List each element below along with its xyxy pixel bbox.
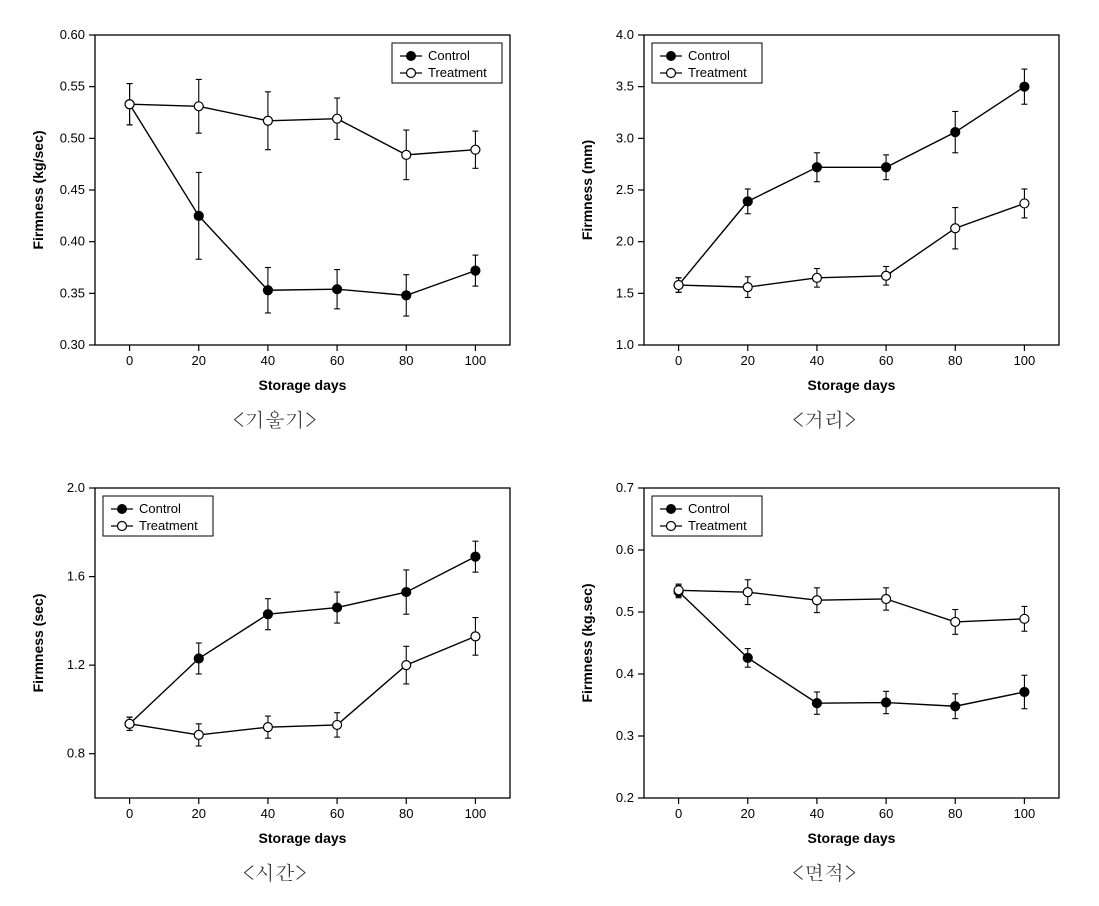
chart-slope: 0 20 40 60 80 100 0.30 0.35 0.40 0.45 0.50 0.55 0.60… (25, 20, 525, 400)
svg-text:0.4: 0.4 (616, 666, 634, 681)
svg-text:100: 100 (1014, 353, 1036, 368)
svg-text:0.40: 0.40 (59, 234, 84, 249)
x-axis-label: Storage days (258, 830, 346, 846)
y-axis-label: Firmness (sec) (30, 594, 46, 693)
svg-text:0.8: 0.8 (67, 746, 85, 761)
panel-distance: 0 20 40 60 80 100 1.0 1.5 2.0 2.5 3.0 3.5 4.0 Storage… (570, 20, 1080, 433)
panel-time: 0 20 40 60 80 100 0.8 1.2 1.6 2.0 Storage days Firm… (20, 473, 530, 886)
svg-text:0: 0 (126, 806, 133, 821)
panel-area: 0 20 40 60 80 100 0.2 0.3 0.4 0.5 0.6 0.7 Storage da… (570, 473, 1080, 886)
svg-text:80: 80 (399, 806, 413, 821)
svg-text:0.6: 0.6 (616, 542, 634, 557)
legend-control-label: Control (139, 501, 181, 516)
svg-text:60: 60 (330, 353, 344, 368)
svg-text:40: 40 (260, 353, 274, 368)
svg-text:60: 60 (879, 806, 893, 821)
svg-text:0.50: 0.50 (59, 130, 84, 145)
legend-treatment-label: Treatment (428, 65, 487, 80)
panel-slope: 0 20 40 60 80 100 0.30 0.35 0.40 0.45 0.50 0.55 0.60… (20, 20, 530, 433)
svg-text:1.5: 1.5 (616, 285, 634, 300)
y-axis-label: Firmness (kg/sec) (30, 130, 46, 249)
legend-treatment-label: Treatment (688, 518, 747, 533)
svg-text:2.0: 2.0 (67, 480, 85, 495)
subtitle-time: <시간> (242, 857, 307, 886)
svg-text:0.7: 0.7 (616, 480, 634, 495)
svg-text:80: 80 (948, 353, 962, 368)
charts-grid: 0204060801000.300.350.400.450.500.550.60… (20, 20, 1079, 886)
legend-treatment-label: Treatment (139, 518, 198, 533)
svg-text:1.6: 1.6 (67, 569, 85, 584)
svg-text:1.0: 1.0 (616, 337, 634, 352)
subtitle-distance: <거리> (792, 404, 857, 433)
legend: Control Treatment (652, 496, 762, 536)
svg-text:100: 100 (1014, 806, 1036, 821)
svg-text:2.0: 2.0 (616, 234, 634, 249)
svg-text:80: 80 (399, 353, 413, 368)
svg-text:0.3: 0.3 (616, 728, 634, 743)
svg-text:0: 0 (675, 353, 682, 368)
legend-treatment-label: Treatment (688, 65, 747, 80)
legend: Control Treatment (392, 43, 502, 83)
y-axis-label: Firmness (kg.sec) (579, 583, 595, 702)
subtitle-area: <면적> (792, 857, 857, 886)
svg-text:2.5: 2.5 (616, 182, 634, 197)
legend: Control Treatment (103, 496, 213, 536)
svg-text:1.2: 1.2 (67, 657, 85, 672)
svg-text:0.60: 0.60 (59, 27, 84, 42)
svg-text:60: 60 (879, 353, 893, 368)
svg-text:0.55: 0.55 (59, 79, 84, 94)
svg-text:20: 20 (191, 806, 205, 821)
svg-text:0.35: 0.35 (59, 285, 84, 300)
svg-text:3.0: 3.0 (616, 130, 634, 145)
legend-control-label: Control (688, 48, 730, 63)
subtitle-slope: <기울기> (232, 404, 317, 433)
x-axis-label: Storage days (258, 377, 346, 393)
svg-text:20: 20 (741, 353, 755, 368)
svg-text:40: 40 (810, 806, 824, 821)
svg-text:0.45: 0.45 (59, 182, 84, 197)
svg-text:0.2: 0.2 (616, 790, 634, 805)
svg-text:40: 40 (260, 806, 274, 821)
svg-text:0: 0 (126, 353, 133, 368)
legend-control-label: Control (428, 48, 470, 63)
svg-text:100: 100 (464, 353, 486, 368)
svg-text:0.30: 0.30 (59, 337, 84, 352)
legend: Control Treatment (652, 43, 762, 83)
svg-text:20: 20 (741, 806, 755, 821)
chart-time: 0 20 40 60 80 100 0.8 1.2 1.6 2.0 Storage days Firm… (25, 473, 525, 853)
svg-text:60: 60 (330, 806, 344, 821)
legend-control-label: Control (688, 501, 730, 516)
svg-text:0.5: 0.5 (616, 604, 634, 619)
svg-text:40: 40 (810, 353, 824, 368)
x-axis-label: Storage days (808, 830, 896, 846)
y-axis-label: Firmness (mm) (579, 140, 595, 240)
chart-distance: 0 20 40 60 80 100 1.0 1.5 2.0 2.5 3.0 3.5 4.0 Storage… (574, 20, 1074, 400)
svg-text:3.5: 3.5 (616, 79, 634, 94)
chart-area: 0 20 40 60 80 100 0.2 0.3 0.4 0.5 0.6 0.7 Storage da… (574, 473, 1074, 853)
x-axis-label: Storage days (808, 377, 896, 393)
svg-text:20: 20 (191, 353, 205, 368)
svg-text:0: 0 (675, 806, 682, 821)
svg-text:80: 80 (948, 806, 962, 821)
svg-text:4.0: 4.0 (616, 27, 634, 42)
svg-text:100: 100 (464, 806, 486, 821)
